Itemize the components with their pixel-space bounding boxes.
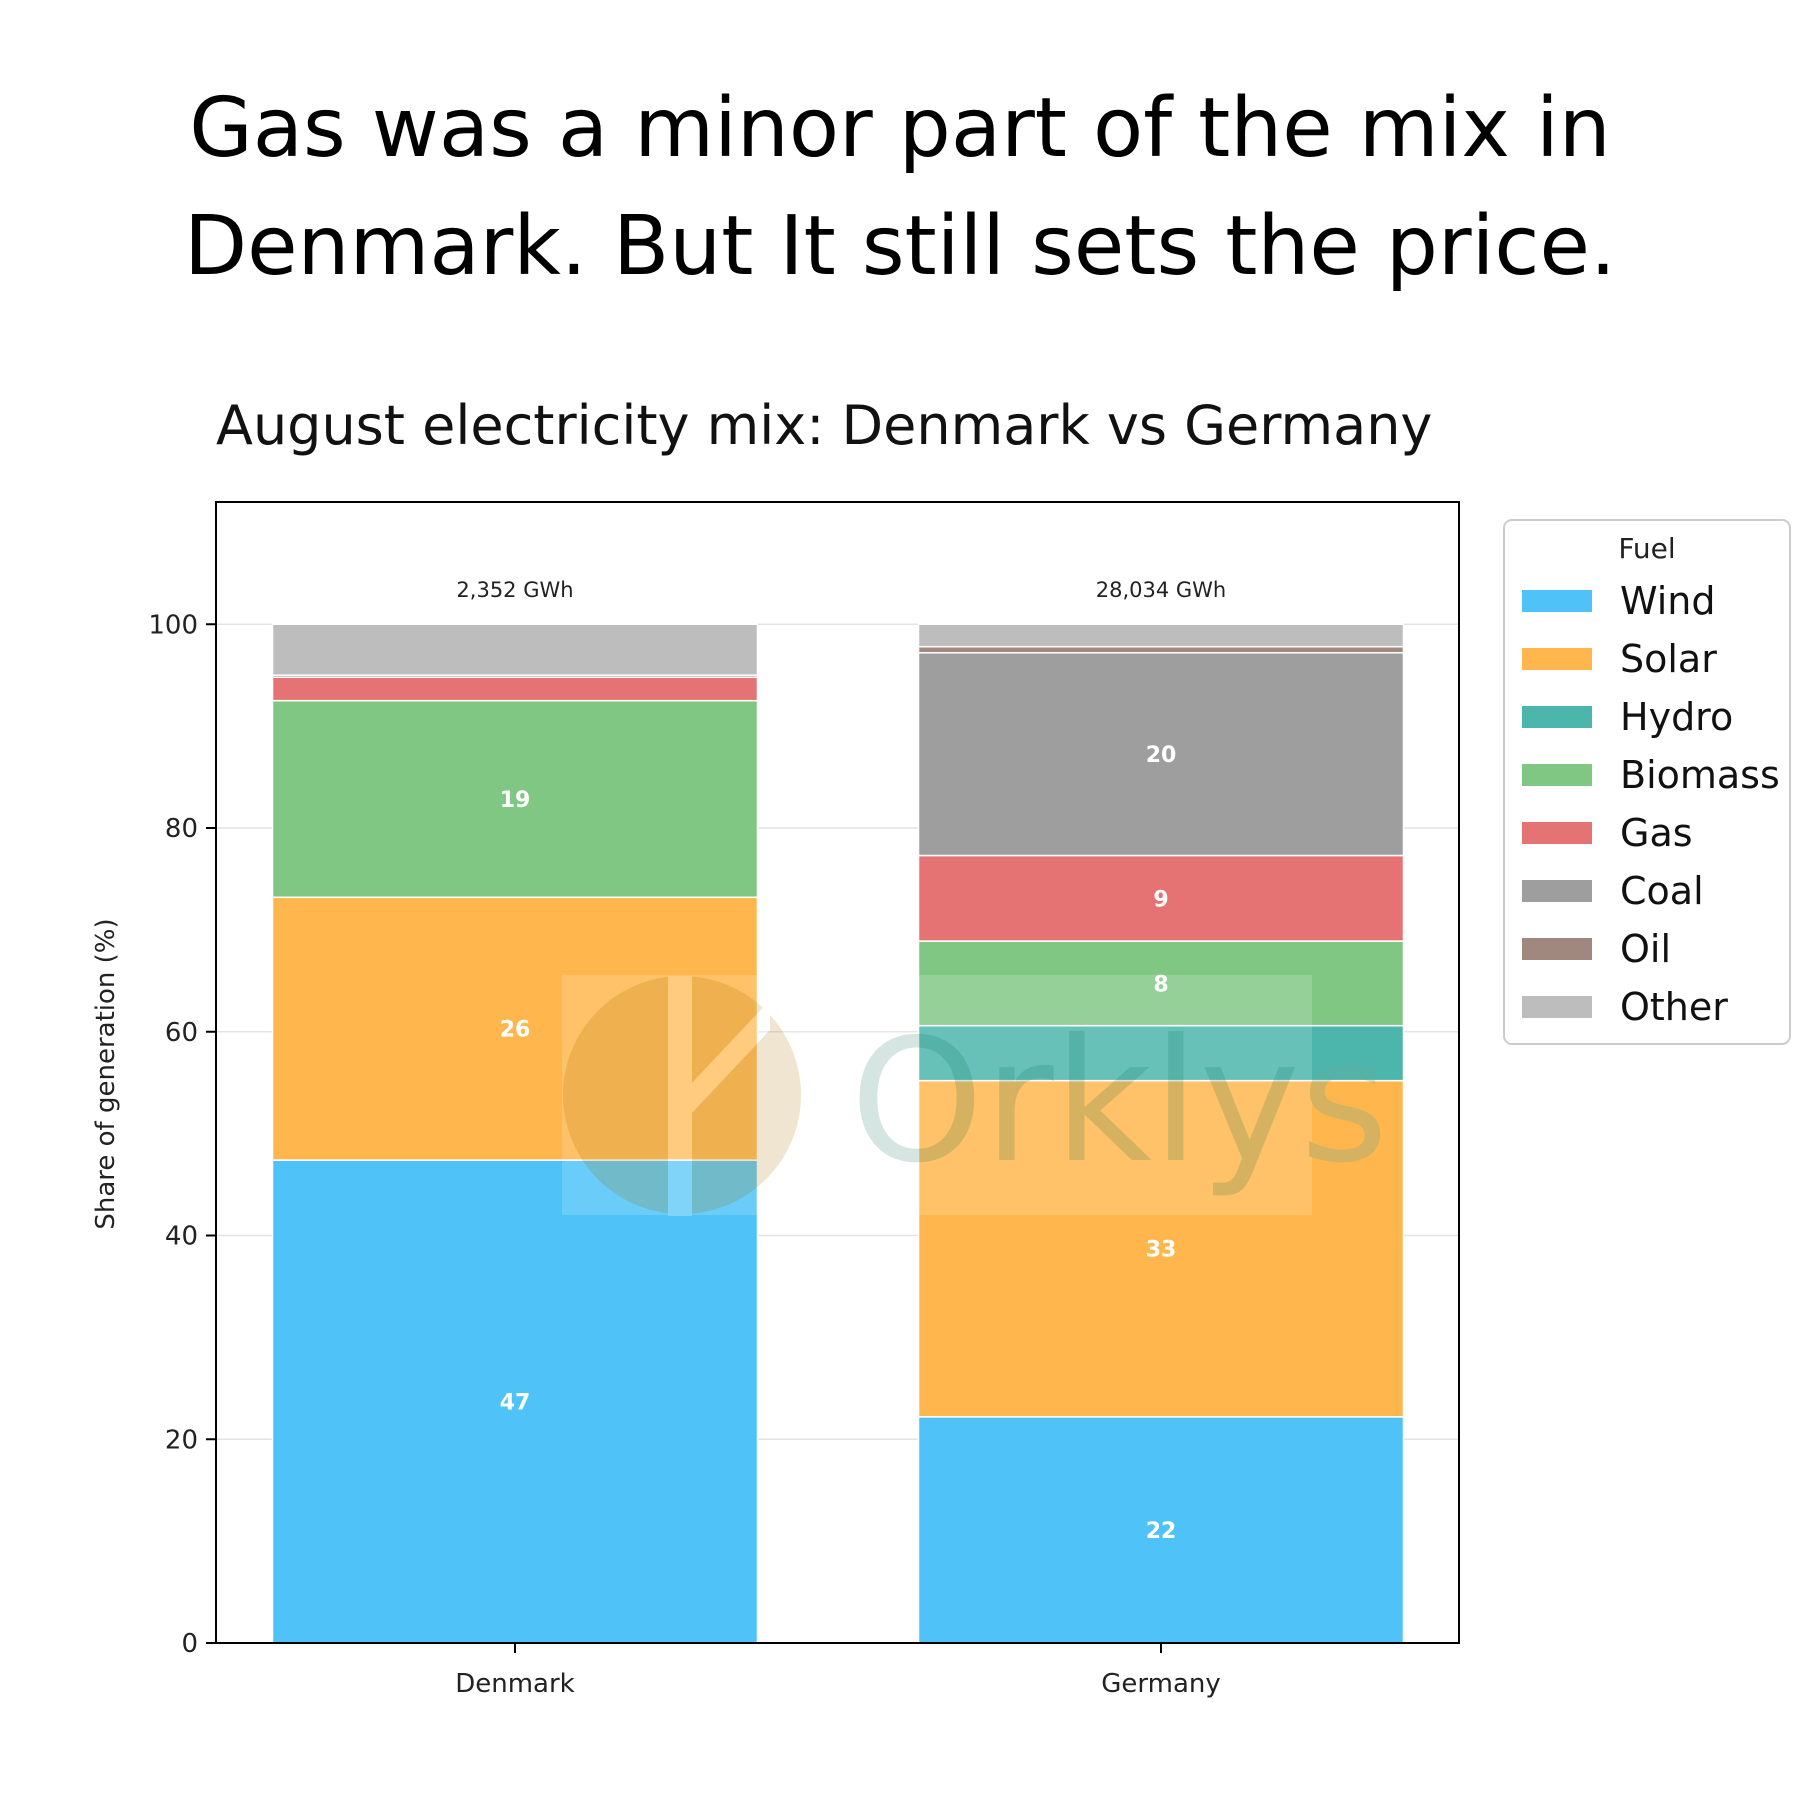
segment-value-label: 22 xyxy=(1146,1519,1177,1544)
legend-swatch-solar xyxy=(1522,648,1592,670)
headline: Gas was a minor part of the mix in Denma… xyxy=(0,70,1800,306)
y-tick-label: 100 xyxy=(148,610,198,640)
y-tick-label: 40 xyxy=(165,1222,198,1252)
legend-swatch-other xyxy=(1522,996,1592,1018)
orklys-watermark: Orklys xyxy=(562,975,1389,1216)
legend-label-oil: Oil xyxy=(1620,927,1671,971)
bar-segment-wind-denmark xyxy=(271,1159,759,1644)
legend-label-wind: Wind xyxy=(1620,579,1716,623)
legend-swatch-coal xyxy=(1522,880,1592,902)
segment-value-label: 26 xyxy=(500,1018,531,1043)
bar-segment-coal-germany xyxy=(917,652,1405,857)
y-axis-label: Share of generation (%) xyxy=(91,918,121,1229)
headline-line-2: Denmark. But It still sets the price. xyxy=(183,199,1617,294)
bars xyxy=(271,623,1405,1644)
headline-line-1: Gas was a minor part of the mix in xyxy=(189,81,1611,176)
legend-label-gas: Gas xyxy=(1620,811,1693,855)
legend-title: Fuel xyxy=(1618,532,1675,565)
bar-segment-solar-denmark xyxy=(271,896,759,1161)
bar-segment-solar-germany xyxy=(917,1079,1405,1418)
segment-value-label: 20 xyxy=(1146,743,1177,768)
legend-label-biomass: Biomass xyxy=(1620,753,1780,797)
legend-swatch-gas xyxy=(1522,822,1592,844)
segment-labels: 47 26 19 2,352 GWh 22 33 8 9 20 28,034 GWh xyxy=(456,578,1226,1544)
bar-segment-other-denmark xyxy=(271,623,759,676)
watermark-text: Orklys xyxy=(850,1003,1389,1201)
legend-swatch-hydro xyxy=(1522,706,1592,728)
bar-segment-gas-germany xyxy=(917,854,1405,942)
bar-segment-oil-germany xyxy=(917,645,1405,654)
bar-segment-biomass-germany xyxy=(917,940,1405,1027)
bar-segment-gas-denmark xyxy=(271,676,759,702)
plot-frame xyxy=(215,501,1460,1644)
bar-segment-other-germany xyxy=(917,623,1405,648)
x-tick-label: Denmark xyxy=(455,1669,575,1699)
bar-total-label: 2,352 GWh xyxy=(456,578,573,602)
segment-value-label: 8 xyxy=(1153,972,1168,997)
y-tick-label: 60 xyxy=(165,1018,198,1048)
bar-total-label: 28,034 GWh xyxy=(1096,578,1227,602)
segment-value-label: 33 xyxy=(1146,1238,1177,1263)
legend-label-solar: Solar xyxy=(1620,637,1717,681)
x-tick-label: Germany xyxy=(1101,1669,1221,1699)
legend-label-coal: Coal xyxy=(1620,869,1704,913)
legend-swatch-wind xyxy=(1522,590,1592,612)
legend: Fuel Wind Solar Hydro Biomass Gas Coal Oil Othe… xyxy=(1503,519,1791,1045)
legend-swatch-oil xyxy=(1522,938,1592,960)
segment-value-label: 19 xyxy=(500,788,531,813)
axes: 0 20 40 60 80 100 Denmark Germany xyxy=(148,610,1220,1699)
y-tick-label: 0 xyxy=(181,1629,198,1659)
chart-title: August electricity mix: Denmark vs Germa… xyxy=(216,394,1432,457)
legend-swatch-biomass xyxy=(1522,764,1592,786)
bar-segment-hydro-germany xyxy=(917,1024,1405,1082)
y-tick-label: 80 xyxy=(165,814,198,844)
y-tick-label: 20 xyxy=(165,1425,198,1455)
legend-label-other: Other xyxy=(1620,985,1728,1029)
segment-value-label: 9 xyxy=(1153,887,1168,912)
legend-label-hydro: Hydro xyxy=(1620,695,1733,739)
segment-value-label: 47 xyxy=(500,1391,531,1416)
